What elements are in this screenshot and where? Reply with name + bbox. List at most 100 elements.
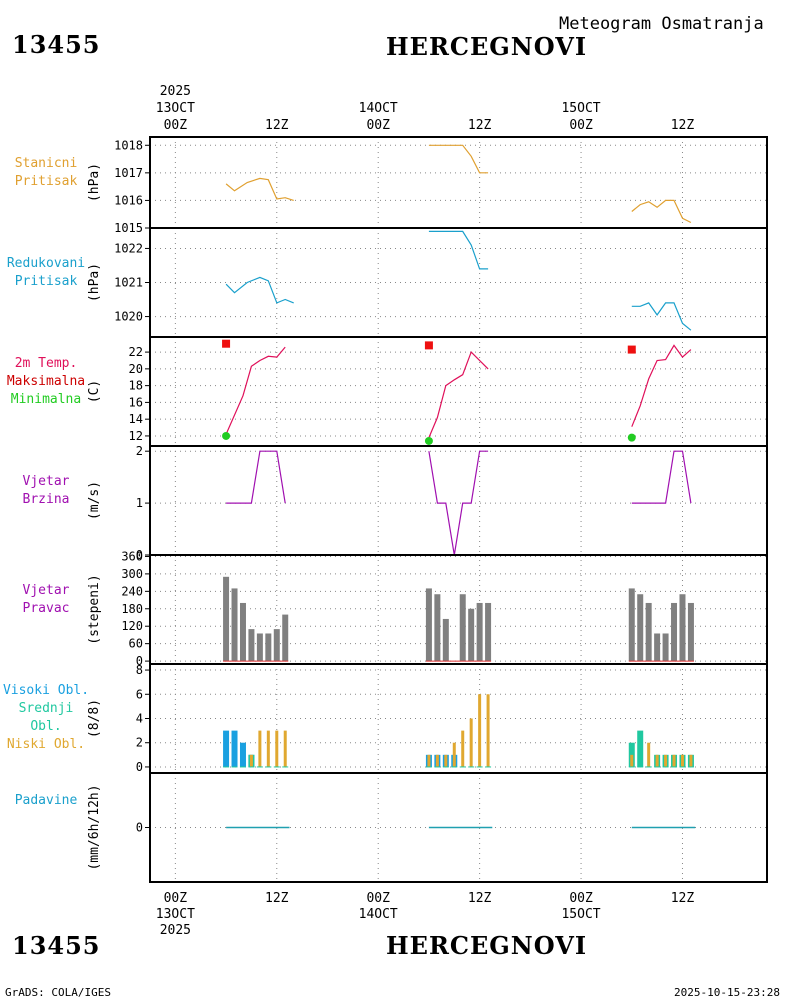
x-tick-label-top: 00Z bbox=[164, 118, 188, 133]
wind-dir-bar bbox=[239, 602, 246, 662]
y-tick-label: 12 bbox=[129, 429, 143, 443]
x-tick-label-bottom: 00Z bbox=[366, 891, 390, 906]
y-tick-label: 18 bbox=[129, 379, 143, 393]
panel-label-line: Vjetar bbox=[22, 582, 70, 598]
timestamp-text: 2025-10-15-23:28 bbox=[674, 986, 780, 999]
reduced-series-line bbox=[428, 230, 489, 270]
x-day-label-bottom: 13OCT bbox=[156, 907, 195, 922]
cloud-low-bar bbox=[435, 754, 439, 767]
wind-dir-bar bbox=[256, 633, 263, 662]
y-tick-label: 0 bbox=[136, 548, 143, 562]
cloud-mid-bar bbox=[637, 730, 644, 767]
y-tick-label: 2 bbox=[136, 444, 143, 458]
wind_speed-series-line bbox=[226, 450, 286, 504]
x-day-label-top: 15OCT bbox=[561, 101, 600, 116]
panel-label-line: Pravac bbox=[22, 600, 70, 616]
wind-dir-bar bbox=[485, 602, 492, 662]
wind-dir-bar bbox=[662, 633, 669, 662]
x-tick-label-top: 12Z bbox=[671, 118, 695, 133]
wind_speed-series-line bbox=[631, 450, 692, 504]
wind-dir-bar bbox=[628, 588, 635, 662]
station-name-bottom: HERCEGNOVI bbox=[386, 931, 588, 960]
y-tick-label: 2 bbox=[136, 736, 143, 750]
product-title: Meteogram Osmatranja bbox=[559, 14, 764, 34]
tmax-marker bbox=[627, 345, 636, 354]
y-tick-label: 0 bbox=[136, 654, 143, 668]
y-tick-label: 1021 bbox=[114, 276, 143, 290]
wind-dir-bar bbox=[442, 618, 449, 662]
wind-dir-bar bbox=[282, 614, 289, 662]
y-axis-label: (C) bbox=[87, 380, 102, 403]
credit-text: GrADS: COLA/IGES bbox=[5, 986, 111, 999]
x-tick-label-top: 12Z bbox=[468, 118, 492, 133]
cloud-low-bar bbox=[486, 694, 490, 767]
panel-label-line: Minimalna bbox=[10, 391, 82, 407]
cloud-low-bar bbox=[680, 754, 684, 767]
y-axis-label: (stepeni) bbox=[87, 574, 102, 644]
y-tick-label: 1018 bbox=[114, 138, 143, 152]
panel-label-line: Stanicni bbox=[14, 155, 78, 171]
panel-label-line: Redukovani bbox=[6, 255, 86, 271]
cloud-low-bar bbox=[630, 754, 634, 767]
wind-dir-bar bbox=[248, 629, 255, 662]
y-tick-label: 22 bbox=[129, 345, 143, 359]
y-tick-label: 1020 bbox=[114, 310, 143, 324]
wind-dir-bar bbox=[637, 594, 644, 662]
cloud-low-bar bbox=[444, 754, 448, 767]
cloud-low-bar bbox=[275, 730, 279, 767]
station-id-bottom: 13455 bbox=[12, 931, 101, 960]
x-tick-label-bottom: 00Z bbox=[569, 891, 593, 906]
panel-frame-temp bbox=[149, 336, 768, 447]
cloud-low-bar bbox=[452, 742, 456, 767]
y-axis-label: (m/s) bbox=[87, 481, 102, 520]
cloud-high-bar bbox=[231, 730, 238, 767]
wind-dir-bar bbox=[468, 608, 475, 662]
x-day-label-bottom: 15OCT bbox=[561, 907, 600, 922]
cloud-low-bar bbox=[672, 754, 676, 767]
temp-series-line bbox=[428, 351, 489, 438]
panel-label-pressure: Stanicni Pritisak bbox=[0, 155, 92, 191]
panel-label-line: Visoki Obl. bbox=[2, 682, 90, 698]
panel-frame-pressure bbox=[149, 136, 768, 229]
y-tick-label: 1016 bbox=[114, 193, 143, 207]
y-tick-label: 180 bbox=[121, 602, 143, 616]
x-year-label-top: 2025 bbox=[160, 84, 191, 99]
panel-label-clouds: Visoki Obl. Srednji Obl. Niski Obl. bbox=[0, 682, 92, 754]
panel-label-line: Padavine bbox=[14, 793, 78, 808]
y-tick-label: 16 bbox=[129, 395, 143, 409]
wind-dir-bar bbox=[434, 594, 441, 662]
y-tick-label: 20 bbox=[129, 362, 143, 376]
cloud-low-bar bbox=[427, 754, 431, 767]
wind-dir-bar bbox=[687, 602, 694, 662]
panel-frame-precip bbox=[149, 772, 768, 883]
y-tick-label: 1 bbox=[136, 496, 143, 510]
x-tick-label-top: 00Z bbox=[366, 118, 390, 133]
cloud-high-bar bbox=[223, 730, 230, 767]
tmin-marker bbox=[627, 433, 636, 442]
y-tick-label: 4 bbox=[136, 712, 143, 726]
wind-dir-bar bbox=[671, 602, 678, 662]
panel-label-wind_speed: Vjetar Brzina bbox=[0, 473, 92, 509]
wind-dir-bar bbox=[425, 588, 432, 662]
panel-label-line: Srednji Obl. bbox=[18, 700, 74, 734]
wind-dir-bar bbox=[459, 594, 466, 662]
y-tick-label: 360 bbox=[121, 549, 143, 563]
cloud-low-bar bbox=[664, 754, 668, 767]
panel-label-wind_dir: Vjetar Pravac bbox=[0, 582, 92, 618]
x-day-label-top: 14OCT bbox=[359, 101, 398, 116]
x-tick-label-bottom: 12Z bbox=[468, 891, 492, 906]
cloud-low-bar bbox=[266, 730, 270, 767]
station-id-top: 13455 bbox=[12, 30, 101, 59]
y-axis-label: (mm/6h/12h) bbox=[87, 784, 102, 870]
x-tick-label-bottom: 12Z bbox=[265, 891, 289, 906]
wind-dir-bar bbox=[645, 602, 652, 662]
pressure-series-line bbox=[428, 144, 489, 174]
cloud-low-bar bbox=[689, 754, 693, 767]
reduced-series-line bbox=[225, 276, 294, 304]
x-tick-label-top: 12Z bbox=[265, 118, 289, 133]
y-tick-label: 60 bbox=[129, 637, 143, 651]
panel-frame-wind_speed bbox=[149, 445, 768, 556]
y-axis-label: (hPa) bbox=[87, 263, 102, 302]
panel-label-reduced: Redukovani Pritisak bbox=[0, 255, 92, 291]
